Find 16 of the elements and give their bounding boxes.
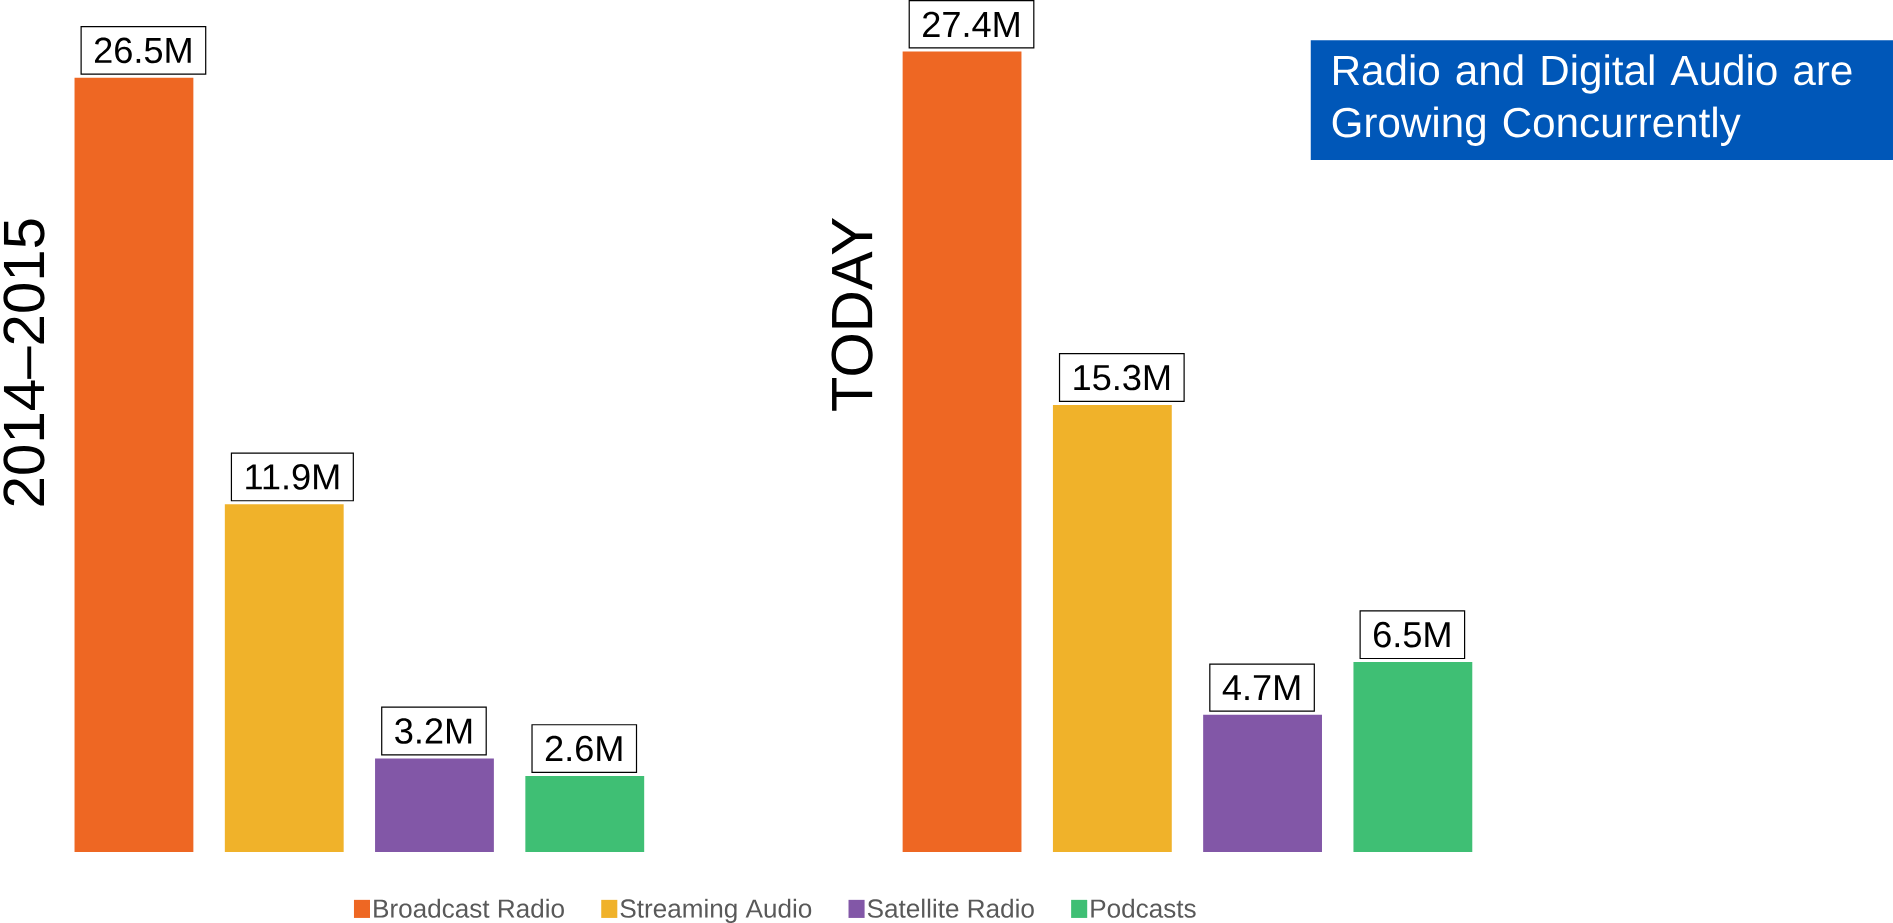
legend-label: Satellite Radio bbox=[867, 898, 1034, 918]
data-label: 2.6M bbox=[545, 735, 622, 762]
data-label: 3.2M bbox=[395, 718, 472, 744]
legend-label: Broadcast Radio bbox=[374, 898, 564, 918]
data-label: 15.3M bbox=[1074, 364, 1170, 391]
data-label: 11.9M bbox=[246, 464, 339, 490]
data-label: 4.7M bbox=[1222, 675, 1300, 700]
bar bbox=[1353, 662, 1473, 852]
data-label: 6.5M bbox=[1374, 621, 1450, 648]
legend-label: Streaming Audio bbox=[620, 898, 812, 923]
data-label: 27.4M bbox=[923, 11, 1019, 37]
annotation: 2014–2015 bbox=[3, 219, 45, 506]
text: Radio and Digital Audio are Growing Concurrently bbox=[1332, 54, 1852, 146]
legend-label: Podcasts bbox=[1091, 898, 1196, 918]
data-label: 26.5M bbox=[94, 37, 191, 64]
annotation: TODAY bbox=[831, 218, 873, 411]
